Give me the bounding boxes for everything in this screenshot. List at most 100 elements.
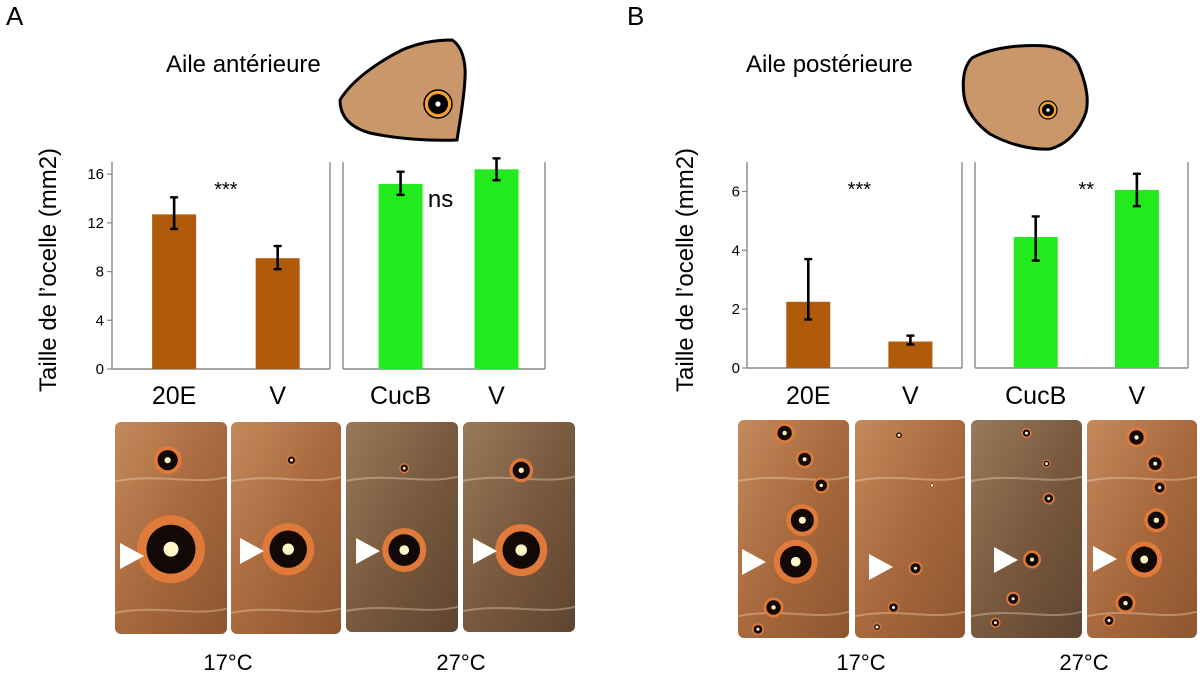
bar	[255, 258, 300, 369]
photo-b-1	[737, 420, 850, 638]
wing-title-b: Aile postérieure	[746, 51, 913, 78]
wing-vein	[737, 610, 850, 618]
arrowhead-b-3	[994, 547, 1018, 573]
panel-letter-b: B	[627, 1, 644, 31]
category-label: CucB	[1005, 382, 1066, 410]
wing-vein	[854, 475, 966, 483]
eyespot-pupil	[1107, 619, 1111, 623]
category-label: CucB	[370, 382, 431, 410]
bar	[378, 183, 423, 369]
bar	[888, 341, 933, 368]
eyespot-pupil	[1044, 462, 1048, 466]
eyespot-pupil	[782, 430, 787, 436]
eyespot-pupil	[819, 483, 824, 488]
wing-vein	[970, 610, 1083, 618]
eyespot-pupil	[518, 467, 524, 473]
y-tick-label: 12	[87, 215, 104, 232]
chart-panel-b: 0 2 4 6 20E V *** CucB V **	[732, 162, 1189, 410]
bar	[474, 169, 519, 369]
eyespot-pupil	[1158, 486, 1162, 490]
eyespot-pupil	[993, 621, 997, 625]
photo-strip-a	[114, 422, 576, 634]
eyespot-pupil	[897, 433, 901, 437]
eyespot-pupil	[164, 457, 171, 464]
photo-a-3	[345, 422, 459, 632]
y-tick-label: 6	[732, 183, 740, 200]
photo-b-4	[1086, 420, 1198, 638]
eyespot-pupil	[163, 541, 179, 557]
wing-vein	[114, 607, 228, 614]
arrowhead-a-2	[240, 538, 264, 564]
significance-label: ***	[848, 179, 872, 201]
arrowhead-a-1	[120, 543, 144, 569]
y-axis-label-b: Taille de l’ocelle (mm2)	[672, 148, 699, 392]
category-label: V	[488, 382, 505, 410]
eyespot-pupil	[756, 627, 760, 631]
y-tick-label: 4	[732, 242, 740, 259]
temp-label-a-27: 27°C	[436, 650, 485, 675]
bar	[1114, 189, 1159, 368]
eyespot-pupil	[515, 544, 527, 556]
significance-label: **	[1079, 179, 1095, 201]
eyespot-pupil	[1153, 461, 1158, 466]
eyespot-pupil	[1030, 557, 1035, 562]
photo-b-3	[970, 420, 1083, 638]
significance-label: ***	[214, 179, 238, 201]
eyespot-pupil	[1140, 555, 1149, 564]
wing-photo	[1087, 420, 1197, 638]
temp-label-b-17: 17°C	[836, 650, 885, 675]
eyespot-pupil	[1123, 600, 1128, 606]
arrowhead-a-3	[356, 538, 380, 564]
wing-photo	[855, 420, 965, 638]
eyespot-pupil	[771, 605, 776, 610]
y-tick-label: 4	[96, 312, 104, 329]
wing-vein	[1086, 475, 1198, 483]
eyespot-pupil	[798, 516, 806, 524]
eyespot-pupil	[875, 625, 879, 629]
eyespot-pupil	[282, 543, 294, 555]
category-label: V	[902, 382, 919, 410]
wing-vein	[345, 605, 459, 612]
eyespot-pupil	[1025, 431, 1028, 435]
panel-letter-a: A	[6, 1, 24, 31]
eyespot-pupil	[930, 483, 934, 487]
eyespot-pupil	[290, 458, 293, 462]
y-axis-label-a: Taille de l’ocelle (mm2)	[35, 148, 62, 392]
category-label: V	[1129, 382, 1146, 410]
chart-panel-a: 0 4 8 12 16 20E V *** CucB Vns	[87, 157, 546, 410]
wing-vein	[1086, 610, 1198, 618]
bar	[152, 214, 197, 369]
wing-title-a: Aile antérieure	[166, 51, 321, 78]
significance-label: ns	[428, 186, 453, 213]
eyespot-pupil	[1153, 517, 1159, 523]
wing-vein	[462, 605, 576, 612]
photo-b-2	[854, 420, 966, 638]
eyespot-pupil	[1047, 496, 1051, 500]
wing-photo	[971, 420, 1082, 638]
photo-a-2	[230, 422, 342, 634]
arrowhead-b-2	[869, 554, 893, 580]
eyespot-pupil	[399, 545, 410, 555]
photo-strip-b	[737, 420, 1198, 638]
arrowhead-b-4	[1093, 546, 1117, 572]
y-tick-label: 0	[732, 360, 740, 377]
eyespot-pupil	[802, 457, 807, 462]
hindwing-drawing	[961, 44, 1089, 151]
eyespot-pupil	[402, 466, 406, 470]
wing-vein	[230, 476, 342, 483]
eyespot-pupil	[1134, 435, 1139, 440]
y-tick-label: 0	[96, 361, 104, 378]
photo-a-4	[462, 422, 576, 632]
category-label: V	[269, 382, 286, 410]
y-tick-label: 8	[96, 264, 104, 281]
temp-label-b-27: 27°C	[1059, 650, 1108, 675]
eyespot-pupil	[892, 605, 895, 609]
temp-label-a-17: 17°C	[203, 650, 252, 675]
arrowhead-b-1	[742, 549, 766, 575]
wing-vein	[114, 476, 228, 483]
eyespot-pupil	[790, 556, 801, 567]
forewing-drawing	[338, 38, 467, 142]
wing-vein	[737, 475, 850, 483]
y-tick-label: 16	[87, 166, 104, 183]
